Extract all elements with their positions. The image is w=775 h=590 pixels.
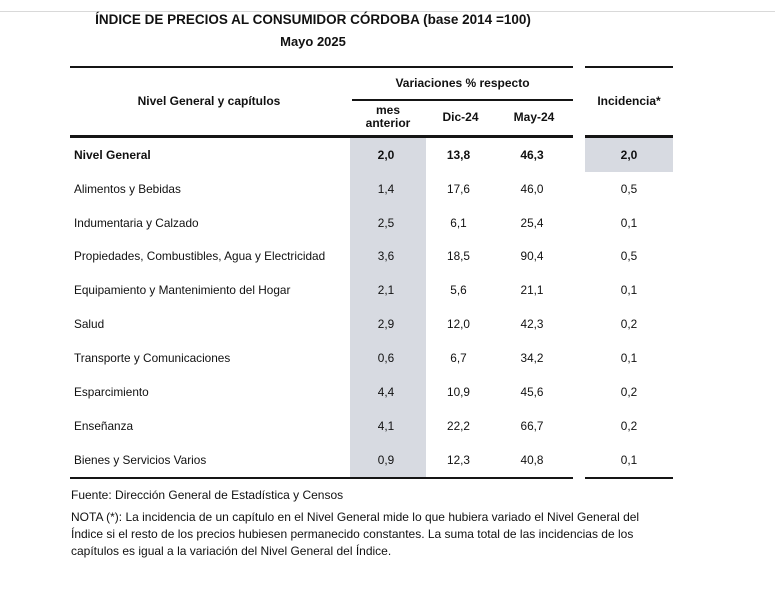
table-row-propiedades: Propiedades, Combustibles, Agua y Electr…	[70, 240, 673, 274]
table-rule-bottom-main	[70, 476, 573, 479]
row-label: Esparcimiento	[74, 384, 149, 399]
cell-mes-anterior: 4,1	[377, 418, 395, 433]
table-rule-bottom-incidencia	[585, 476, 673, 479]
table-rule-header-bottom-incidencia	[585, 135, 673, 138]
cell-may-24: 25,4	[520, 215, 544, 230]
cell-may-24: 21,1	[520, 283, 544, 298]
cell-incidencia: 0,1	[620, 350, 638, 365]
row-label: Transporte y Comunicaciones	[74, 350, 231, 365]
cell-incidencia: 0,2	[620, 317, 638, 332]
cell-incidencia: 0,5	[620, 249, 638, 264]
column-header-dic-24: Dic-24	[442, 109, 479, 124]
page-subtitle: Mayo 2025	[280, 34, 346, 49]
cell-dic-24: 6,7	[450, 350, 467, 365]
cell-dic-24: 18,5	[447, 249, 470, 264]
table-row-esparcimiento: Esparcimiento 4,4 10,9 45,6 0,2	[70, 375, 673, 409]
cell-mes-anterior: 3,6	[377, 249, 395, 264]
cell-dic-24: 22,2	[447, 418, 470, 433]
cell-mes-anterior: 2,1	[377, 283, 395, 298]
row-label: Alimentos y Bebidas	[74, 181, 181, 196]
cell-incidencia: 0,2	[620, 418, 638, 433]
cell-mes-anterior: 1,4	[377, 181, 395, 196]
row-label: Propiedades, Combustibles, Agua y Electr…	[74, 249, 326, 264]
table-row-salud: Salud 2,9 12,0 42,3 0,2	[70, 307, 673, 341]
cell-mes-anterior: 0,6	[377, 350, 395, 365]
top-frame-line	[0, 11, 775, 12]
row-label: Indumentaria y Calzado	[74, 215, 199, 230]
table-row-transporte: Transporte y Comunicaciones 0,6 6,7 34,2…	[70, 341, 673, 375]
cell-may-24: 46,0	[520, 181, 544, 196]
cell-mes-anterior: 4,4	[377, 384, 395, 399]
page-title: ÍNDICE DE PRECIOS AL CONSUMIDOR CÓRDOBA …	[95, 12, 531, 27]
cell-dic-24: 17,6	[447, 181, 470, 196]
cell-dic-24: 6,1	[450, 215, 467, 230]
cell-mes-anterior: 0,9	[377, 452, 395, 467]
title-block: ÍNDICE DE PRECIOS AL CONSUMIDOR CÓRDOBA …	[58, 11, 568, 50]
table-rule-under-group-header	[352, 99, 573, 101]
source-note: Fuente: Dirección General de Estadística…	[71, 488, 344, 502]
cell-may-24: 66,7	[520, 418, 544, 433]
table-body: Nivel General 2,0 13,8 46,3 2,0 Alimento…	[70, 138, 673, 476]
cell-incidencia: 0,1	[620, 283, 638, 298]
cell-may-24: 34,2	[520, 350, 544, 365]
mes-anterior-column-shading	[350, 137, 426, 477]
column-group-header-variaciones: Variaciones % respecto	[395, 75, 530, 90]
row-label: Bienes y Servicios Varios	[74, 452, 207, 467]
cell-incidencia: 0,1	[620, 215, 638, 230]
table-rule-top-incidencia	[585, 66, 673, 68]
column-header-capitulos: Nivel General y capítulos	[137, 93, 281, 108]
table-rule-header-bottom-main	[70, 135, 573, 138]
table-row-indumentaria: Indumentaria y Calzado 2,5 6,1 25,4 0,1	[70, 206, 673, 240]
table-row-ensenanza: Enseñanza 4,1 22,2 66,7 0,2	[70, 409, 673, 443]
cell-may-24: 40,8	[520, 452, 544, 467]
row-label: Equipamiento y Mantenimiento del Hogar	[74, 283, 291, 298]
cell-incidencia: 0,1	[620, 452, 638, 467]
cell-dic-24: 12,0	[447, 317, 470, 332]
cell-dic-24: 10,9	[447, 384, 470, 399]
cell-mes-anterior: 2,0	[377, 147, 395, 162]
row-label: Salud	[74, 317, 105, 332]
cell-may-24: 45,6	[520, 384, 544, 399]
table-rule-top-main	[70, 66, 573, 68]
row-label: Enseñanza	[74, 418, 134, 433]
cell-mes-anterior: 2,5	[377, 215, 395, 230]
column-header-incidencia: Incidencia*	[597, 93, 661, 108]
cell-dic-24: 13,8	[446, 147, 471, 162]
methodology-note: NOTA (*): La incidencia de un capítulo e…	[71, 510, 640, 558]
column-header-mes-anterior-label: mes anterior	[365, 103, 411, 130]
cell-incidencia: 0,2	[620, 384, 638, 399]
cell-incidencia: 0,5	[620, 181, 638, 196]
table-row-nivel-general: Nivel General 2,0 13,8 46,3 2,0	[70, 138, 673, 172]
cell-may-24: 90,4	[520, 249, 544, 264]
column-header-may-24: May-24	[513, 109, 555, 124]
row-label: Nivel General	[74, 147, 151, 162]
cell-mes-anterior: 2,9	[377, 317, 395, 332]
nivel-general-incidencia-shading	[585, 137, 673, 172]
cell-dic-24: 12,3	[447, 452, 470, 467]
cell-incidencia: 2,0	[620, 147, 638, 162]
cell-dic-24: 5,6	[450, 283, 467, 298]
cell-may-24: 42,3	[520, 317, 544, 332]
table-row-alimentos: Alimentos y Bebidas 1,4 17,6 46,0 0,5	[70, 172, 673, 206]
column-header-mes-anterior: mes anterior	[350, 99, 426, 135]
cell-may-24: 46,3	[520, 147, 544, 162]
table-row-equipamiento: Equipamiento y Mantenimiento del Hogar 2…	[70, 273, 673, 307]
table-row-bienes: Bienes y Servicios Varios 0,9 12,3 40,8 …	[70, 443, 673, 477]
